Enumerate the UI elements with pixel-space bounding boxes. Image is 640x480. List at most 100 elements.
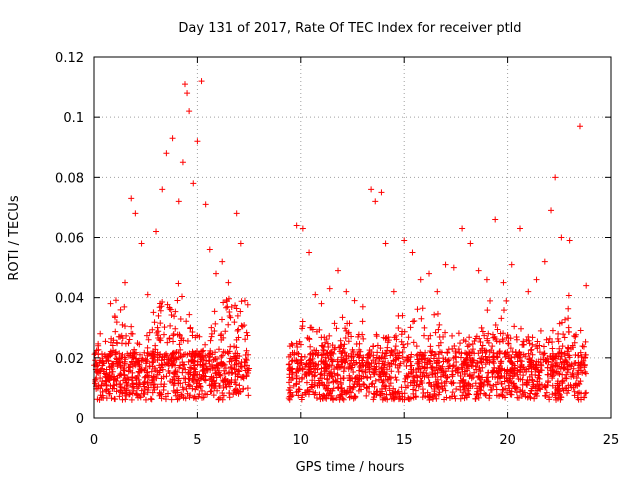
data-point <box>218 360 225 367</box>
data-point <box>521 389 528 396</box>
data-point <box>206 353 213 360</box>
data-point <box>525 333 532 340</box>
data-point-outlier <box>175 198 182 205</box>
data-point <box>346 320 353 327</box>
data-point-outlier <box>378 189 385 196</box>
data-point <box>481 390 488 397</box>
data-point <box>309 377 316 384</box>
data-point <box>541 350 548 357</box>
data-point <box>105 353 112 360</box>
data-point <box>157 300 164 307</box>
data-point <box>581 362 588 369</box>
data-point <box>237 388 244 395</box>
data-point <box>404 373 411 380</box>
data-point <box>421 324 428 331</box>
data-point <box>360 373 367 380</box>
data-point <box>116 355 123 362</box>
data-point <box>494 374 501 381</box>
data-point <box>560 331 567 338</box>
data-point <box>96 359 103 366</box>
data-point <box>286 343 293 350</box>
data-point <box>438 379 445 386</box>
data-point <box>99 355 106 362</box>
data-point <box>170 382 177 389</box>
data-point <box>554 363 561 370</box>
data-point <box>353 341 360 348</box>
data-point <box>489 343 496 350</box>
y-tick-label: 0.08 <box>55 171 84 186</box>
data-point <box>169 376 176 383</box>
data-point <box>244 367 251 374</box>
data-point <box>513 384 520 391</box>
data-point <box>244 385 251 392</box>
data-point <box>350 384 357 391</box>
data-point <box>420 390 427 397</box>
data-point-outlier <box>219 258 226 265</box>
data-point <box>449 345 456 352</box>
data-point <box>226 358 233 365</box>
data-point <box>453 385 460 392</box>
data-point <box>508 388 515 395</box>
data-point <box>121 360 128 367</box>
data-point <box>371 370 378 377</box>
data-point <box>289 392 296 399</box>
data-point <box>350 348 357 355</box>
data-point <box>146 329 153 336</box>
data-point <box>549 354 556 361</box>
data-point <box>380 371 387 378</box>
data-point-outlier <box>181 81 188 88</box>
data-point <box>532 365 539 372</box>
data-point <box>231 319 238 326</box>
data-point <box>211 308 218 315</box>
data-point <box>152 342 159 349</box>
data-point <box>355 387 362 394</box>
data-point <box>172 325 179 332</box>
data-point <box>297 356 304 363</box>
data-point <box>473 366 480 373</box>
data-point <box>449 368 456 375</box>
data-point <box>535 385 542 392</box>
data-point <box>207 337 214 344</box>
data-point <box>398 331 405 338</box>
data-point <box>391 334 398 341</box>
data-point-outlier <box>409 249 416 256</box>
data-point <box>129 354 136 361</box>
data-point <box>555 338 562 345</box>
data-point <box>125 376 132 383</box>
data-point <box>157 307 164 314</box>
data-point <box>218 353 225 360</box>
data-point <box>556 371 563 378</box>
data-point <box>298 359 305 366</box>
data-point <box>240 375 247 382</box>
data-point-outlier <box>225 279 232 286</box>
data-point <box>127 361 134 368</box>
data-point <box>164 339 171 346</box>
data-point <box>198 348 205 355</box>
data-point-outlier <box>459 225 466 232</box>
data-point <box>549 338 556 345</box>
data-point <box>581 354 588 361</box>
data-point <box>378 364 385 371</box>
data-point <box>378 365 385 372</box>
data-point <box>234 327 241 334</box>
data-point <box>544 364 551 371</box>
data-point-outlier <box>159 186 166 193</box>
data-point <box>235 367 242 374</box>
data-point <box>393 376 400 383</box>
data-point <box>162 393 169 400</box>
data-point <box>528 368 535 375</box>
data-point <box>185 369 192 376</box>
data-point <box>448 393 455 400</box>
data-point <box>460 360 467 367</box>
data-point <box>486 359 493 366</box>
data-point <box>522 353 529 360</box>
data-point <box>561 350 568 357</box>
data-point <box>183 385 190 392</box>
data-point <box>196 391 203 398</box>
data-point <box>193 371 200 378</box>
data-point <box>515 394 522 401</box>
data-point <box>363 392 370 399</box>
data-point <box>478 383 485 390</box>
